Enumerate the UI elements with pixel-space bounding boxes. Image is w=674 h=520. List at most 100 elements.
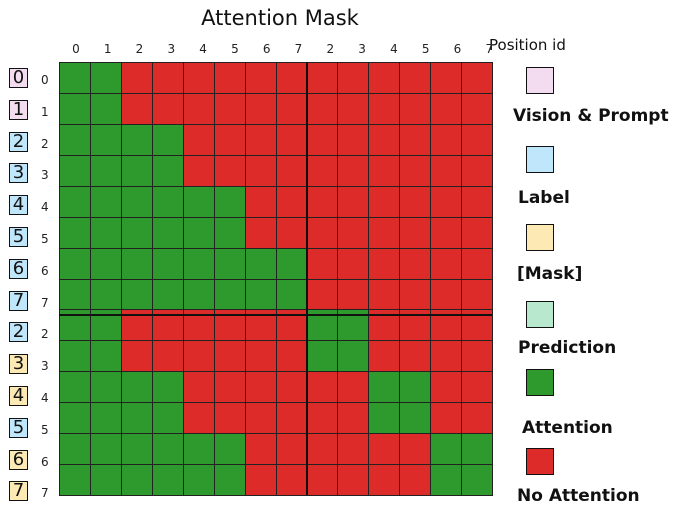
no-attention-cell	[400, 341, 431, 372]
attention-cell	[121, 186, 152, 217]
no-attention-cell	[307, 186, 338, 217]
attention-cell	[121, 403, 152, 434]
no-attention-cell	[462, 155, 492, 186]
attention-cell	[400, 403, 431, 434]
column-tick: 2	[135, 42, 144, 56]
attention-cell	[90, 465, 121, 495]
attention-cell	[183, 279, 214, 310]
attention-cell	[60, 341, 90, 372]
attention-cell	[90, 341, 121, 372]
attention-cell	[121, 248, 152, 279]
no-attention-cell	[276, 186, 307, 217]
no-attention-cell	[121, 341, 152, 372]
no-attention-cell	[369, 248, 400, 279]
row-tick: 0	[41, 72, 49, 87]
attention-cell	[90, 248, 121, 279]
position-id-box: 1	[9, 99, 28, 120]
no-attention-cell	[400, 93, 431, 124]
row-tick: 3	[41, 359, 49, 374]
column-tick: 0	[72, 42, 80, 56]
position-id-box: 7	[9, 290, 28, 311]
legend-label-vision-prompt: Vision & Prompt	[513, 106, 669, 126]
position-id-box: 4	[9, 385, 28, 406]
attention-cell	[60, 248, 90, 279]
attention-cell	[152, 372, 183, 403]
column-tick: 5	[231, 42, 239, 56]
attention-cell	[60, 155, 90, 186]
attention-cell	[60, 63, 90, 93]
attention-cell	[400, 372, 431, 403]
attention-cell	[90, 124, 121, 155]
attention-cell	[121, 279, 152, 310]
no-attention-cell	[369, 63, 400, 93]
attention-cell	[90, 63, 121, 93]
attention-cell	[121, 434, 152, 465]
no-attention-cell	[431, 93, 462, 124]
no-attention-cell	[431, 63, 462, 93]
no-attention-cell	[431, 279, 462, 310]
column-tick: 1	[103, 42, 112, 56]
no-attention-cell	[400, 434, 431, 465]
attention-cell	[121, 124, 152, 155]
attention-cell	[183, 186, 214, 217]
no-attention-cell	[338, 186, 369, 217]
no-attention-cell	[307, 372, 338, 403]
position-id-box: 5	[9, 226, 28, 247]
row-tick: 3	[41, 168, 49, 183]
attention-cell	[90, 186, 121, 217]
no-attention-cell	[431, 403, 462, 434]
no-attention-cell	[462, 372, 492, 403]
column-tick: 4	[199, 42, 207, 56]
no-attention-cell	[338, 63, 369, 93]
legend-swatch-no-attention	[526, 448, 554, 475]
position-id-box: 3	[9, 163, 28, 184]
no-attention-cell	[400, 63, 431, 93]
no-attention-cell	[462, 341, 492, 372]
row-tick: 6	[41, 263, 49, 278]
no-attention-cell	[152, 93, 183, 124]
no-attention-cell	[307, 434, 338, 465]
attention-cell	[214, 465, 245, 495]
legend-label-label: Label	[518, 188, 570, 208]
attention-cell	[307, 341, 338, 372]
no-attention-cell	[245, 341, 276, 372]
no-attention-cell	[245, 93, 276, 124]
no-attention-cell	[369, 217, 400, 248]
no-attention-cell	[214, 93, 245, 124]
attention-cell	[183, 248, 214, 279]
position-id-box: 3	[9, 354, 28, 375]
attention-cell	[276, 279, 307, 310]
attention-cell	[214, 186, 245, 217]
attention-cell	[60, 217, 90, 248]
column-tick: 2	[326, 42, 335, 56]
column-tick: 7	[294, 42, 303, 56]
no-attention-cell	[462, 279, 492, 310]
row-tick: 7	[41, 486, 49, 501]
no-attention-cell	[338, 279, 369, 310]
attention-cell	[369, 372, 400, 403]
row-tick: 6	[41, 454, 49, 469]
row-tick: 4	[41, 200, 49, 215]
row-tick: 2	[41, 136, 49, 151]
no-attention-cell	[400, 217, 431, 248]
attention-cell	[90, 155, 121, 186]
no-attention-cell	[183, 124, 214, 155]
row-tick: 5	[41, 231, 49, 246]
position-id-box: 6	[9, 449, 28, 470]
no-attention-cell	[369, 465, 400, 495]
no-attention-cell	[121, 63, 152, 93]
attention-cell	[369, 403, 400, 434]
attention-cell	[60, 93, 90, 124]
no-attention-cell	[245, 465, 276, 495]
position-id-box: 5	[9, 417, 28, 438]
attention-cell	[90, 93, 121, 124]
no-attention-cell	[307, 93, 338, 124]
no-attention-cell	[152, 341, 183, 372]
no-attention-cell	[245, 155, 276, 186]
no-attention-cell	[431, 124, 462, 155]
column-tick: 6	[453, 42, 462, 56]
no-attention-cell	[431, 155, 462, 186]
no-attention-cell	[307, 124, 338, 155]
no-attention-cell	[462, 403, 492, 434]
attention-cell	[245, 248, 276, 279]
